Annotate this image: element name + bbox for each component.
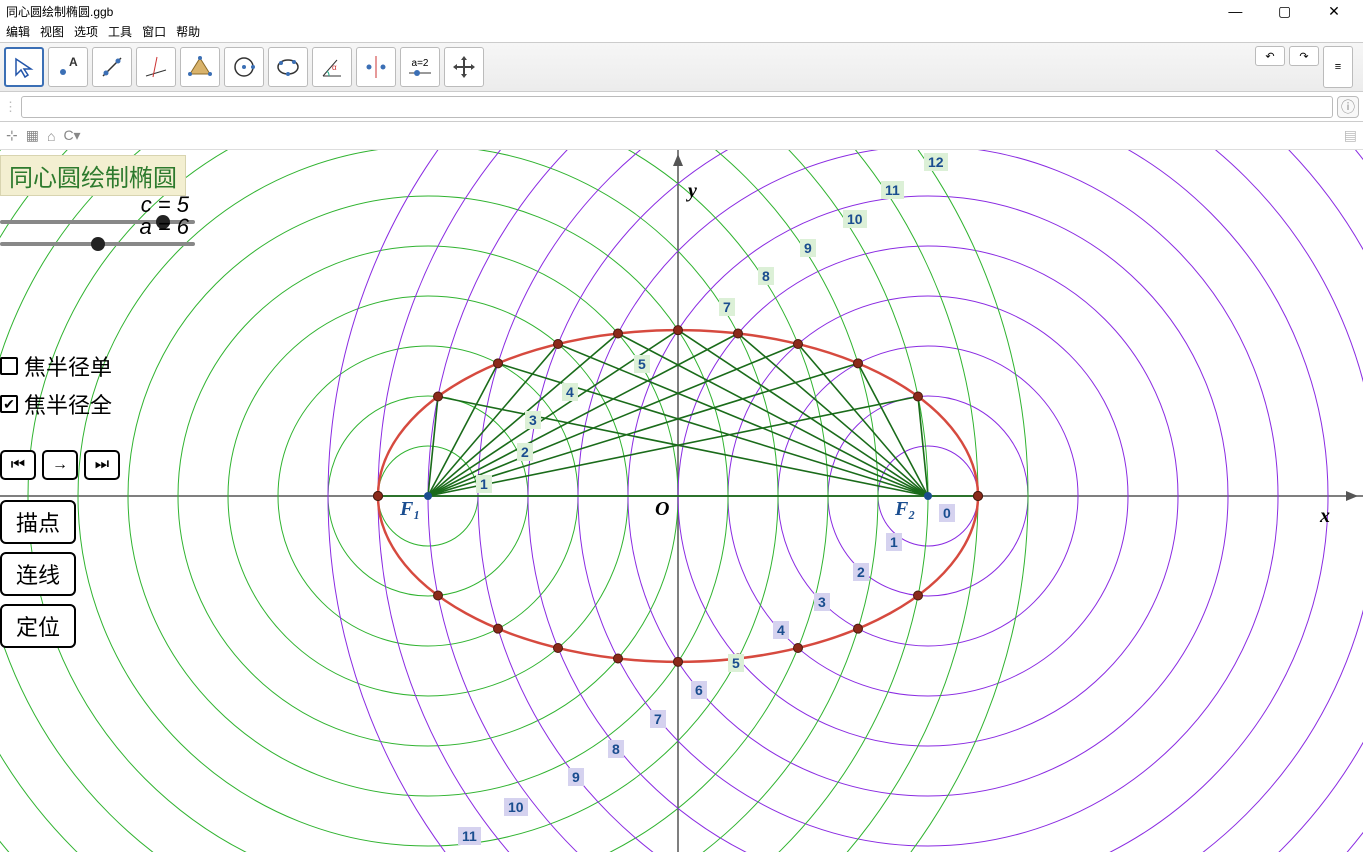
menu-bar: 编辑 视图 选项 工具 窗口 帮助 [0, 22, 1363, 42]
circle-label-purple: 1 [886, 533, 902, 551]
stylebar-grid-icon[interactable]: ▦ [26, 127, 39, 144]
svg-text:A: A [69, 55, 78, 69]
f1-label: F₁ [400, 498, 420, 521]
tool-line[interactable] [92, 47, 132, 87]
menu-help[interactable]: 帮助 [176, 23, 200, 41]
tool-conic[interactable] [268, 47, 308, 87]
circle-label-green: 4 [562, 383, 578, 401]
graphics-view[interactable]: 同心圆绘制椭圆 c = 5 a = 6 焦半径单 ✔ 焦半径全 ⏮ → ⏭ 描点… [0, 150, 1363, 852]
tool-point[interactable]: A [48, 47, 88, 87]
circle-label-green: 5 [634, 355, 650, 373]
graphics-stylebar: ⊹ ▦ ⌂ C▾ ▤ [0, 122, 1363, 150]
circle-label-green: 1 [476, 475, 492, 493]
nav-next-button[interactable]: → [42, 450, 78, 480]
checkbox-label-single: 焦半径单 [24, 350, 112, 382]
toolbar-tools: A α a=2 [4, 47, 484, 87]
window-title: 同心圆绘制椭圆.ggb [6, 3, 113, 20]
circle-label-purple: 0 [939, 504, 955, 522]
checkbox-focal-all[interactable]: ✔ 焦半径全 [0, 388, 112, 420]
tool-angle[interactable]: α [312, 47, 352, 87]
button-connect[interactable]: 连线 [0, 552, 76, 596]
menu-window[interactable]: 窗口 [142, 23, 166, 41]
svg-text:α: α [332, 63, 337, 72]
construction-title: 同心圆绘制椭圆 [0, 155, 186, 196]
circle-label-green: 8 [758, 267, 774, 285]
window-titlebar: 同心圆绘制椭圆.ggb — ▢ ✕ [0, 0, 1363, 22]
tool-reflect[interactable] [356, 47, 396, 87]
input-help-button[interactable]: ⓘ [1337, 96, 1359, 118]
redo-button[interactable]: ↷ [1289, 46, 1319, 66]
y-axis-label: y [688, 180, 697, 203]
input-bar-handle[interactable]: ⋮ [4, 99, 17, 115]
circle-label-purple: 11 [458, 827, 481, 845]
checkbox-box-single [0, 357, 18, 375]
circle-label-green: 7 [719, 298, 735, 316]
minimize-button[interactable]: — [1212, 3, 1258, 19]
circle-label-green: 10 [843, 210, 867, 228]
f2-label: F₂ [895, 498, 915, 521]
circle-label-purple: 10 [504, 798, 528, 816]
input-bar: ⋮ ⓘ [0, 92, 1363, 122]
checkbox-group: 焦半径单 ✔ 焦半径全 [0, 350, 112, 426]
tool-move[interactable] [4, 47, 44, 87]
circle-label-green: 5 [728, 654, 744, 672]
circle-label-purple: 9 [568, 768, 584, 786]
circle-label-purple: 2 [853, 563, 869, 581]
tool-circle[interactable] [224, 47, 264, 87]
stylebar-home-icon[interactable]: ⌂ [47, 128, 55, 144]
x-axis-label: x [1320, 505, 1330, 528]
undo-button[interactable]: ↶ [1255, 46, 1285, 66]
menu-tools[interactable]: 工具 [108, 23, 132, 41]
checkbox-box-all: ✔ [0, 395, 18, 413]
circle-label-green: 2 [517, 443, 533, 461]
button-locate[interactable]: 定位 [0, 604, 76, 648]
circle-label-green: 3 [525, 411, 541, 429]
stylebar-axes-icon[interactable]: ⊹ [6, 127, 18, 144]
tool-slider[interactable]: a=2 [400, 47, 440, 87]
slider-a[interactable]: a = 6 [0, 242, 195, 246]
circle-label-green: 9 [800, 239, 816, 257]
origin-label: O [655, 498, 669, 521]
menu-options[interactable]: 选项 [74, 23, 98, 41]
animation-nav: ⏮ → ⏭ [0, 450, 120, 480]
toolbar-right: ↶ ↷ ≡ [1255, 46, 1359, 88]
tool-polygon[interactable] [180, 47, 220, 87]
close-button[interactable]: ✕ [1311, 3, 1357, 20]
toolbar: A α a=2 ↶ ↷ ≡ [0, 42, 1363, 92]
circle-label-purple: 6 [691, 681, 707, 699]
checkbox-focal-single[interactable]: 焦半径单 [0, 350, 112, 382]
circle-label-purple: 3 [814, 593, 830, 611]
sliders: c = 5 a = 6 [0, 220, 195, 264]
menu-edit[interactable]: 编辑 [6, 23, 30, 41]
algebra-input[interactable] [21, 96, 1333, 118]
stylebar-capture-icon[interactable]: C▾ [63, 127, 80, 144]
checkbox-label-all: 焦半径全 [24, 388, 112, 420]
circle-label-purple: 4 [773, 621, 789, 639]
maximize-button[interactable]: ▢ [1262, 3, 1308, 20]
circle-label-green: 11 [881, 181, 904, 199]
nav-fwd-button[interactable]: ⏭ [84, 450, 120, 480]
circle-label-purple: 8 [608, 740, 624, 758]
button-plot[interactable]: 描点 [0, 500, 76, 544]
action-buttons: 描点 连线 定位 [0, 500, 76, 648]
window-buttons: — ▢ ✕ [1212, 3, 1357, 20]
slider-a-label: a = 6 [139, 214, 189, 240]
menu-view[interactable]: 视图 [40, 23, 64, 41]
tool-perpendicular[interactable] [136, 47, 176, 87]
tool-move-view[interactable] [444, 47, 484, 87]
hamburger-button[interactable]: ≡ [1323, 46, 1353, 88]
circle-label-green: 12 [924, 153, 948, 171]
nav-prev-button[interactable]: ⏮ [0, 450, 36, 480]
stylebar-dock-icon[interactable]: ▤ [1344, 127, 1357, 144]
tool-slider-label: a=2 [412, 58, 429, 69]
circle-label-purple: 7 [650, 710, 666, 728]
